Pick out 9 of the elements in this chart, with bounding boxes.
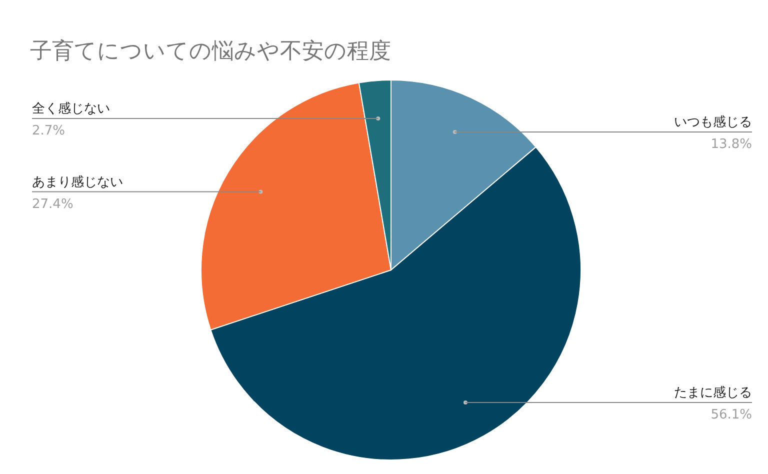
data-label: 2.7%	[32, 124, 66, 139]
slice-label: いつも感じる	[674, 115, 752, 130]
slice-label: たまに感じる	[674, 386, 752, 401]
data-label: 27.4%	[32, 196, 74, 212]
data-label: 56.1%	[710, 408, 752, 423]
data-label: 13.8%	[710, 137, 752, 152]
slice-label: あまり感じない	[32, 174, 123, 190]
chart-title: 子育てについての悩みや不安の程度	[30, 38, 391, 64]
slice-label: 全く感じない	[32, 102, 110, 117]
